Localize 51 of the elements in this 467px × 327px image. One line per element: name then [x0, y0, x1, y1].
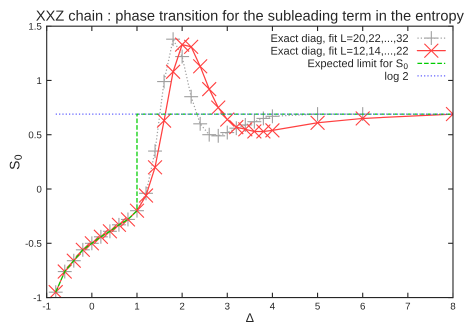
point — [148, 160, 163, 175]
y-tick-label: 1 — [37, 77, 42, 84]
x-tick-label: 8 — [450, 302, 456, 310]
point — [246, 124, 262, 139]
point — [174, 49, 190, 64]
x-tick-label: 4 — [270, 302, 275, 310]
legend-label: log 2 — [385, 72, 408, 82]
x-tick-label: 3 — [224, 302, 230, 310]
point — [174, 37, 190, 52]
point — [210, 100, 226, 116]
legend-label: Exact diag, fit L=12,14,...,22 — [271, 46, 408, 57]
point — [166, 32, 181, 47]
x-tick-label: 6 — [360, 302, 365, 310]
x-axis-title: Δ — [246, 313, 254, 322]
x-tick-label: 7 — [406, 302, 410, 310]
x-tick-label: 0 — [90, 302, 94, 310]
point — [256, 110, 271, 126]
point — [220, 125, 235, 140]
chart-title: XXZ chain : phase transition for the subleading term in the entropy — [36, 10, 464, 24]
point — [156, 74, 172, 90]
y-tick-label: -0.5 — [26, 240, 42, 247]
point — [166, 64, 181, 80]
y-tick-label: 0.5 — [28, 131, 42, 138]
point — [310, 115, 326, 130]
x-tick-label: -1 — [42, 302, 51, 310]
x-tick-label: 2 — [180, 302, 184, 310]
y-tick-label: 0 — [36, 186, 42, 193]
point — [238, 117, 253, 132]
point — [210, 128, 226, 144]
point — [256, 124, 271, 139]
legend-label: Expected limit for S$_{0}$ — [308, 59, 408, 70]
point — [238, 122, 253, 137]
line-series — [55, 113, 453, 293]
y-axis-title: S$_{0}$ — [10, 154, 22, 170]
point — [148, 144, 163, 159]
y-tick-label: 1.5 — [29, 22, 42, 30]
point — [192, 116, 208, 132]
point — [220, 112, 235, 128]
point — [184, 89, 199, 104]
point — [184, 39, 199, 54]
y-tick-label: -1 — [34, 294, 42, 302]
point — [355, 110, 370, 126]
point — [192, 58, 208, 74]
legend-label: Exact diag, fit L=20,22,...,32 — [271, 34, 408, 44]
x-tick-label: 5 — [315, 302, 320, 310]
point — [202, 82, 217, 97]
point — [202, 127, 217, 142]
x-tick-label: 1 — [135, 302, 140, 310]
point — [264, 108, 280, 124]
point — [246, 114, 262, 130]
point — [264, 122, 280, 138]
